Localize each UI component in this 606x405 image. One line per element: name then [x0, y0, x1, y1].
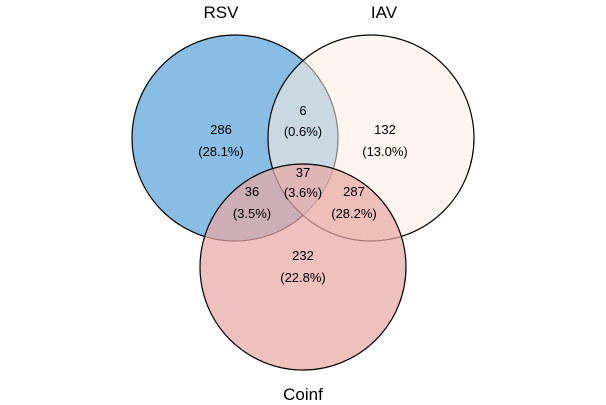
region-rsv-coinf: 36 (3.5%): [233, 184, 271, 221]
region-percent: (0.6%): [284, 124, 322, 139]
coinf-circle: [199, 163, 407, 371]
region-count: 37: [296, 165, 310, 180]
region-count: 287: [343, 184, 365, 199]
set-label-rsv: RSV: [204, 3, 240, 22]
region-coinf-only: 232 (22.8%): [280, 248, 326, 285]
region-count: 6: [299, 103, 306, 118]
region-iav-coinf: 287 (28.2%): [331, 184, 377, 221]
region-iav-only: 132 (13.0%): [362, 122, 408, 159]
region-percent: (3.5%): [233, 206, 271, 221]
region-count: 232: [292, 248, 314, 263]
venn-circles: [131, 34, 475, 371]
region-rsv-iav-coinf: 37 (3.6%): [284, 165, 322, 200]
region-percent: (3.6%): [284, 185, 322, 200]
region-count: 36: [245, 184, 259, 199]
set-labels: RSV IAV Coinf: [204, 3, 398, 404]
region-count: 286: [210, 122, 232, 137]
region-rsv-only: 286 (28.1%): [198, 122, 244, 159]
set-label-iav: IAV: [371, 3, 398, 22]
region-rsv-iav: 6 (0.6%): [284, 103, 322, 139]
set-label-coinf: Coinf: [283, 385, 323, 404]
region-labels: 286 (28.1%) 6 (0.6%) 132 (13.0%) 37 (3.6…: [198, 103, 408, 285]
region-percent: (22.8%): [280, 270, 326, 285]
region-percent: (28.1%): [198, 144, 244, 159]
region-percent: (13.0%): [362, 144, 408, 159]
region-count: 132: [374, 122, 396, 137]
region-percent: (28.2%): [331, 206, 377, 221]
